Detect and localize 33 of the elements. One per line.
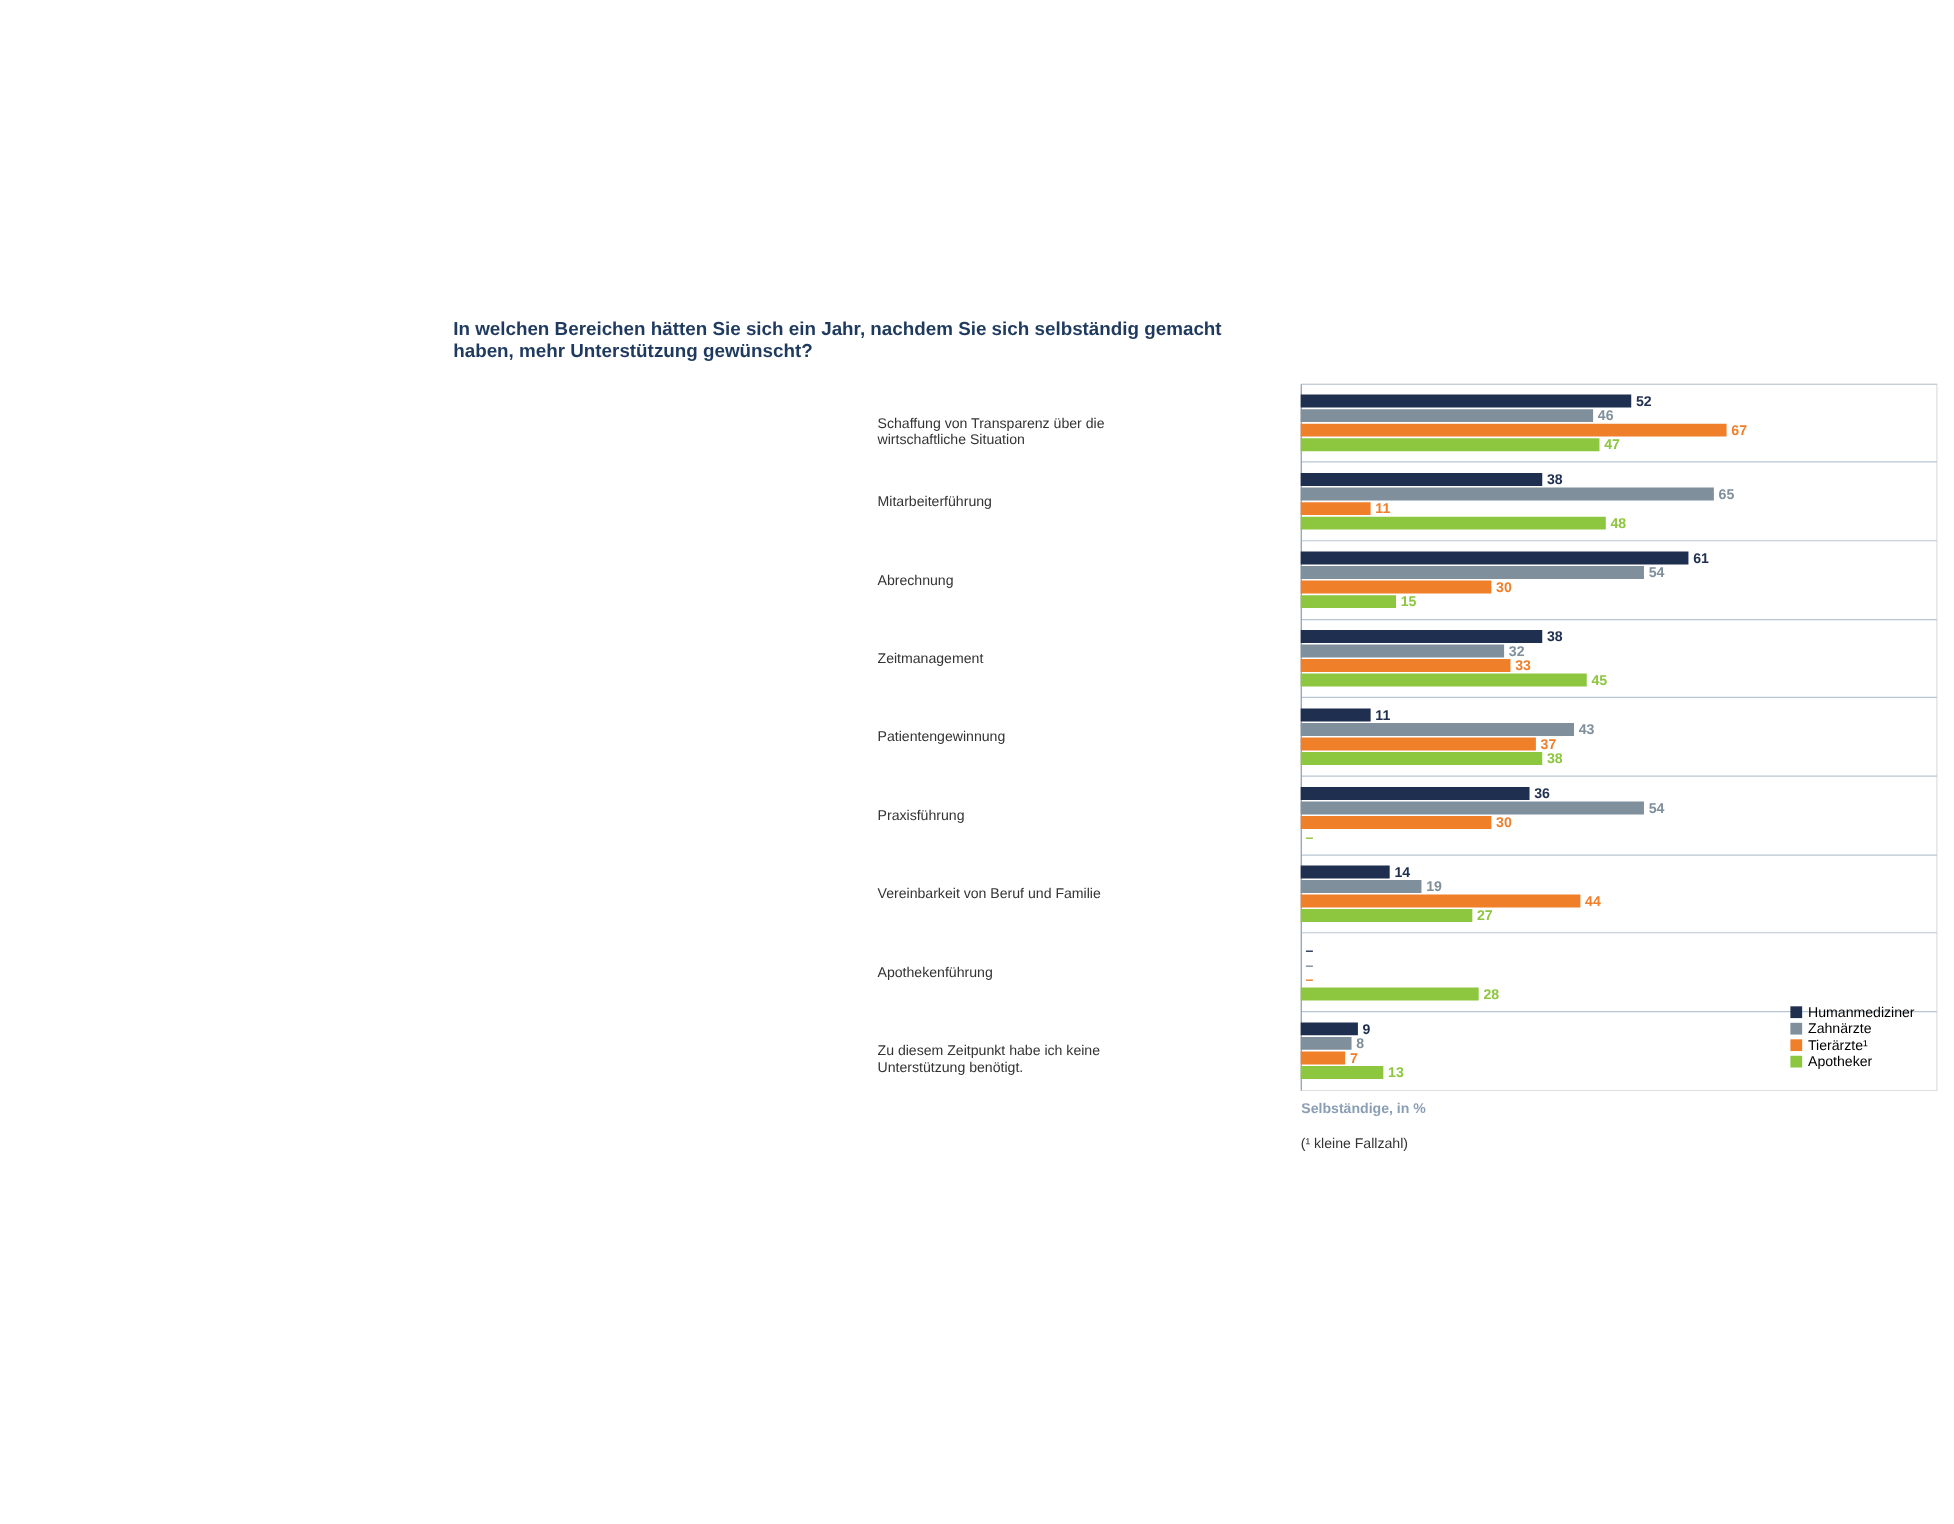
bar <box>1300 673 1587 687</box>
bar <box>1300 987 1479 1001</box>
bar <box>1300 1051 1346 1065</box>
bar <box>1300 723 1575 736</box>
bar <box>1300 879 1422 893</box>
bar <box>1300 473 1543 487</box>
bar <box>1300 786 1530 800</box>
bar <box>1300 644 1505 658</box>
bar <box>1300 423 1727 437</box>
text: In welchen Bereichen hätten Sie sich ein Jahr, nachdem Sie sich selbständig gemacht haben, mehr Unterstützung gewünscht? <box>453 317 1224 361</box>
bar <box>1300 659 1511 673</box>
bar <box>1300 580 1492 594</box>
bar <box>1300 1065 1384 1079</box>
bar <box>1300 1022 1358 1036</box>
bar <box>1300 801 1644 815</box>
bar <box>1300 752 1543 766</box>
bar <box>1300 516 1606 530</box>
bar <box>1300 894 1581 908</box>
bar <box>1300 630 1543 643</box>
bar <box>1300 394 1632 408</box>
bar <box>1300 566 1644 580</box>
bar <box>1300 595 1397 609</box>
bar <box>1300 487 1714 501</box>
bar <box>1300 816 1492 829</box>
bar <box>1300 708 1371 722</box>
bar <box>1300 737 1536 751</box>
bar <box>1300 502 1371 516</box>
bar <box>1300 909 1473 922</box>
bar <box>1300 438 1600 452</box>
bar <box>1300 409 1594 423</box>
bar <box>1300 551 1689 565</box>
bar <box>1300 865 1390 879</box>
bar <box>1300 1036 1352 1050</box>
